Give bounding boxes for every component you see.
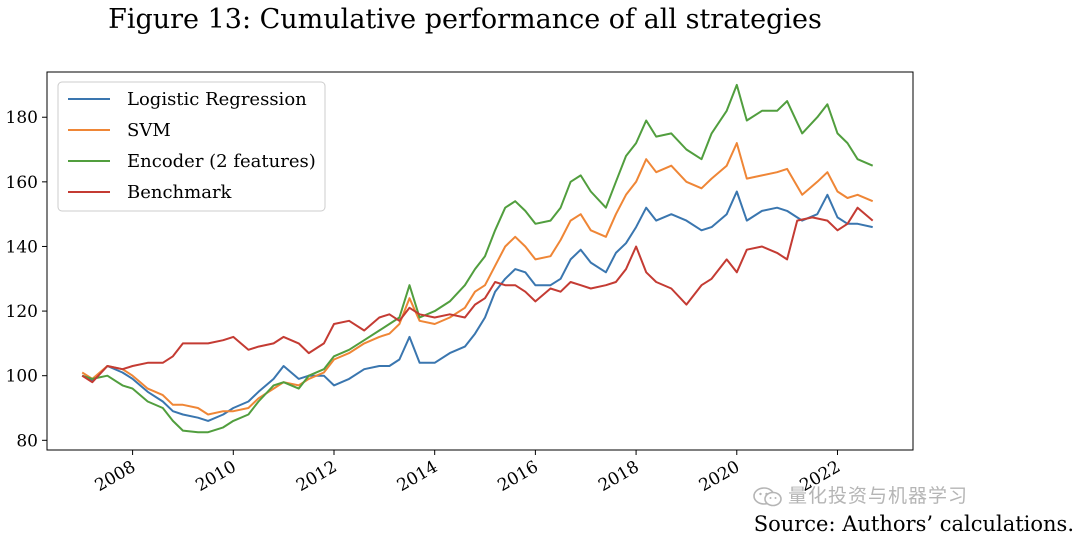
y-axis: 80 100 120 140 160 180 [6,108,47,451]
x-tick-label: 2010 [192,457,239,496]
y-tick-label: 180 [6,108,38,128]
watermark-text: 量化投资与机器学习 [788,485,969,507]
y-tick-label: 80 [16,431,38,451]
x-tick-label: 2020 [696,457,743,496]
legend-label: Encoder (2 features) [127,151,316,172]
plot-area [81,83,874,434]
legend-box [57,81,326,212]
series-line-encoder-2-features [81,83,874,434]
legend-label: SVM [127,120,171,141]
y-tick-label: 120 [6,302,38,322]
series-line-logistic-regression [81,190,873,422]
plot-frame [46,71,914,451]
legend: Logistic Regression SVM Encoder (2 feature… [57,81,326,212]
legend-label: Logistic Regression [127,89,307,110]
x-tick-label: 2012 [293,457,340,496]
source-note: Source: Authors’ calculations. [753,512,1074,536]
y-tick-label: 100 [6,367,38,387]
x-tick-label: 2018 [595,457,642,496]
figure-title: Figure 13: Cumulative performance of all… [108,4,822,35]
y-tick-label: 140 [6,237,38,257]
series-line-benchmark [81,206,874,384]
x-tick-label: 2008 [92,457,139,496]
watermark: 量化投资与机器学习 [752,481,968,508]
x-axis: 2008 2010 2012 2014 2016 2018 2020 2022 [92,450,844,496]
x-tick-label: 2014 [394,457,441,496]
y-tick-label: 160 [6,173,38,193]
wechat-icon [753,486,782,506]
legend-label: Benchmark [127,182,233,203]
x-tick-label: 2016 [494,457,541,496]
series-line-svm [81,142,874,416]
